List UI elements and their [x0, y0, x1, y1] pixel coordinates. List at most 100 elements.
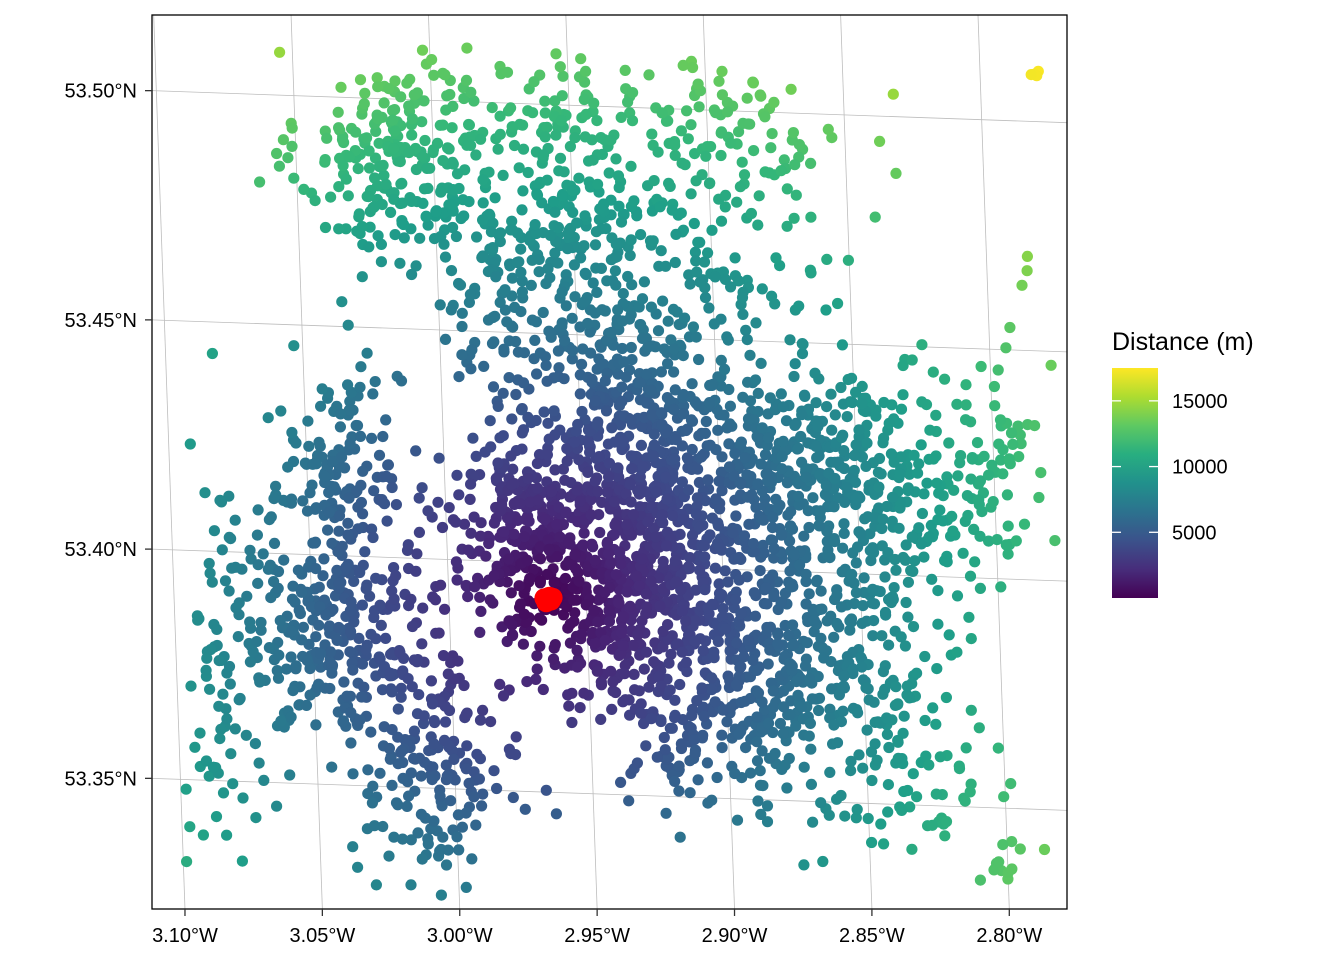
point-north-central [579, 210, 591, 222]
point-far-northwest [468, 95, 480, 107]
point-west-upper [302, 415, 314, 427]
point-southeast-low [853, 749, 865, 761]
point-south-central [676, 646, 688, 658]
point-northeast-mid [832, 297, 844, 310]
point-far-east [810, 397, 822, 409]
point-southwest-tail [550, 808, 563, 820]
point-west-upper [382, 459, 394, 471]
point-northeast-top [748, 145, 760, 157]
point-south-central [697, 645, 709, 657]
point-southwest-tail [384, 667, 397, 679]
point-south-central [769, 747, 781, 760]
point-east-mid [654, 600, 666, 612]
point-center-north [625, 496, 637, 508]
point-center-south [503, 615, 515, 627]
point-south-bottom [866, 836, 878, 849]
point-center-north [603, 457, 616, 469]
point-far-east [792, 490, 805, 502]
point-east-upper [718, 409, 730, 421]
point-west-upper [282, 461, 294, 473]
point-northeast-top [768, 96, 780, 108]
point-east-mid [633, 580, 645, 592]
point-north-middle [542, 417, 554, 429]
point-east-upper [686, 443, 698, 456]
point-east-upper [741, 469, 753, 481]
point-east-edge [943, 437, 955, 449]
point-south-central [740, 742, 752, 754]
point-center [571, 484, 583, 496]
point-southwest-tail [509, 749, 522, 761]
point-north-central [403, 147, 415, 159]
point-center-north [662, 358, 674, 370]
point-south-bottom [896, 804, 908, 817]
point-center-north [515, 404, 528, 416]
point-northeast-mid [729, 252, 741, 264]
point-north-central [497, 169, 509, 181]
point-center-west [432, 496, 444, 508]
point-center [534, 553, 547, 565]
point-center [549, 464, 561, 476]
point-southeast-low [866, 774, 878, 787]
point-center-north [569, 436, 581, 448]
point-southwest-tail [383, 742, 395, 755]
point-west-main [252, 577, 264, 590]
point-southwest-tail [412, 827, 424, 839]
point-center [498, 526, 510, 538]
point-center-south [564, 637, 577, 649]
point-center-south [627, 639, 639, 651]
point-center-north [576, 405, 588, 418]
point-east-mid [729, 447, 741, 460]
point-east-upper [780, 415, 793, 427]
point-east-edge [983, 469, 995, 481]
point-north-middle [487, 242, 499, 254]
point-northeast-top [754, 89, 766, 101]
point-south-west-edge [181, 856, 193, 868]
point-center-north [593, 451, 605, 463]
point-east-mid [733, 574, 745, 586]
point-west-main [360, 643, 372, 656]
point-far-northwest [420, 210, 432, 222]
point-southeast [833, 621, 845, 633]
point-northeast-top [752, 219, 764, 231]
point-northeast-mid [612, 304, 624, 316]
point-east-edge [1015, 438, 1027, 450]
point-south-central [669, 709, 681, 722]
point-northeast-top [652, 146, 664, 158]
point-north-middle [537, 227, 549, 239]
point-north-middle [490, 271, 502, 283]
point-far-northwest [286, 140, 298, 152]
point-east-mid [733, 551, 745, 564]
point-south-central [757, 780, 769, 792]
point-far-east [849, 449, 861, 462]
point-southeast [790, 676, 803, 688]
point-south-central [752, 795, 764, 807]
point-east-mid [819, 488, 832, 501]
point-north-central [539, 95, 551, 107]
point-east-edge [995, 454, 1007, 466]
point-center-south [638, 663, 650, 675]
point-far-east [932, 585, 944, 597]
point-center-west [559, 572, 572, 585]
point-north-middle [655, 245, 667, 257]
point-north-central [508, 139, 521, 152]
point-far-northwest [343, 151, 355, 163]
point-east-upper [841, 411, 853, 423]
point-north-middle [576, 358, 588, 370]
point-north-central [625, 234, 637, 246]
point-far-northwest [353, 208, 365, 220]
point-east-edge [1049, 535, 1061, 547]
point-north-central [625, 160, 637, 172]
point-west-main [376, 684, 389, 696]
point-center-north [598, 358, 610, 370]
point-center-west [508, 528, 520, 540]
point-west-main [370, 572, 382, 584]
point-north-middle [533, 253, 545, 265]
point-north-upper [587, 154, 599, 166]
point-far-northwest [356, 271, 368, 283]
point-southwest-tail [386, 724, 398, 736]
point-west-upper [257, 548, 269, 560]
point-north-central [547, 195, 560, 208]
point-southeast-low [892, 698, 904, 710]
point-far-east [867, 542, 879, 554]
point-northeast-top [716, 89, 729, 101]
